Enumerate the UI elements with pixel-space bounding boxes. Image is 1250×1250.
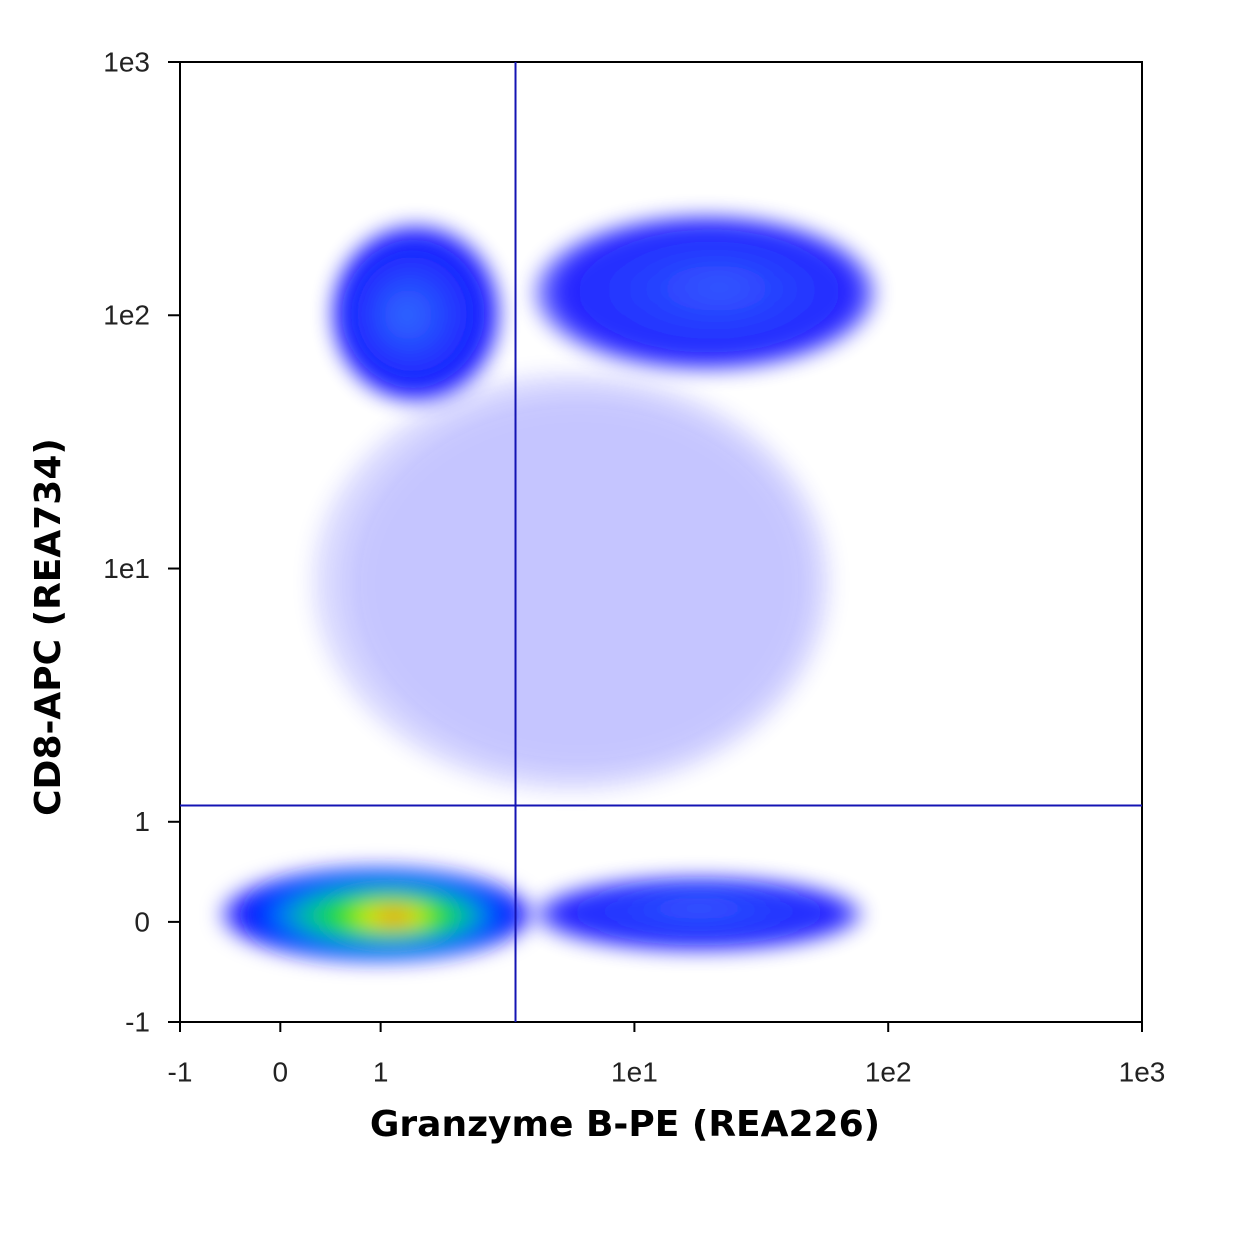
y-tick-label: 0 bbox=[134, 906, 150, 937]
population bbox=[330, 223, 502, 404]
x-tick-label: 1e3 bbox=[1119, 1056, 1166, 1087]
plot-frame bbox=[179, 61, 1143, 1023]
population bbox=[533, 214, 877, 372]
y-tick-label: 1e3 bbox=[103, 46, 150, 77]
y-tick-label: 1e1 bbox=[103, 553, 150, 584]
y-tick-label: -1 bbox=[125, 1006, 150, 1037]
population bbox=[310, 371, 832, 793]
population bbox=[533, 876, 864, 952]
y-tick-label: 1e2 bbox=[103, 300, 150, 331]
population bbox=[220, 866, 534, 962]
x-tick-label: 1 bbox=[373, 1056, 389, 1087]
x-axis-title: Granzyme B-PE (REA226) bbox=[370, 1104, 880, 1145]
y-tick-label: 1 bbox=[134, 806, 150, 837]
plot-area bbox=[220, 214, 877, 962]
y-axis-title: CD8-APC (REA734) bbox=[28, 438, 69, 816]
x-tick-label: 0 bbox=[273, 1056, 289, 1087]
x-tick-label: 1e2 bbox=[865, 1056, 912, 1087]
x-tick-label: -1 bbox=[168, 1056, 193, 1087]
x-tick-label: 1e1 bbox=[611, 1056, 658, 1087]
